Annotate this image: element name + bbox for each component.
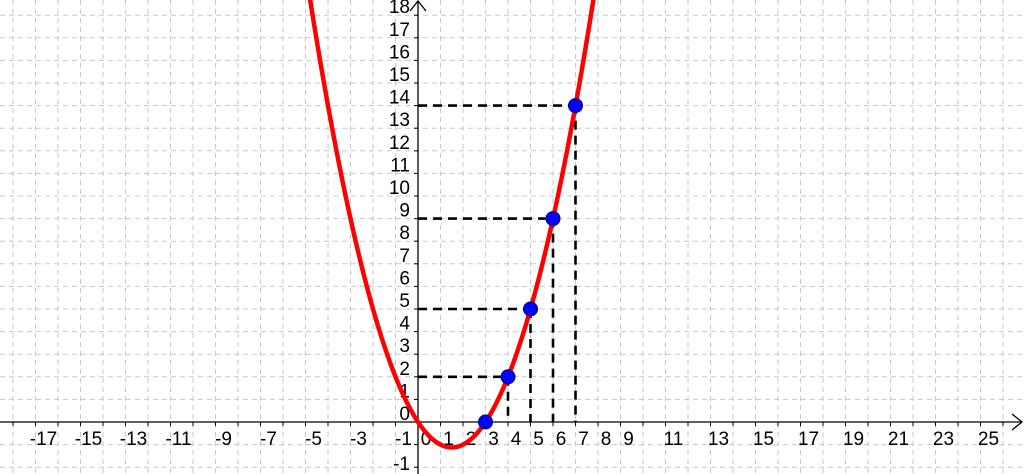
y-tick-label: 1 [399, 381, 410, 402]
x-axis-arrow [1011, 413, 1024, 431]
y-tick-label: 14 [389, 88, 411, 109]
x-tick-label: 6 [556, 429, 567, 450]
x-tick-label: 4 [511, 429, 522, 450]
y-tick-label: 17 [389, 20, 410, 41]
parabola-curve [307, 0, 596, 450]
x-tick-label: 9 [623, 429, 634, 450]
y-tick-label: 13 [389, 110, 410, 131]
y-tick-label: 16 [389, 42, 410, 63]
x-tick-label: 19 [843, 429, 864, 450]
y-axis-arrow [409, 0, 427, 12]
x-tick-label: 17 [798, 429, 819, 450]
data-point [523, 301, 538, 317]
y-tick-label: 7 [399, 246, 410, 267]
x-tick-label: 3 [488, 429, 499, 450]
data-point [568, 98, 583, 114]
x-tick-label: -1 [395, 429, 412, 450]
x-tick-label: 0 [421, 429, 432, 450]
x-tick-label: -5 [305, 429, 322, 450]
data-point [500, 369, 516, 385]
x-tick-label: 1 [443, 429, 454, 450]
x-tick-label: 11 [664, 429, 684, 450]
y-tick-label: 18 [389, 0, 410, 18]
x-tick-label: 5 [533, 429, 544, 450]
x-tick-label: -13 [120, 429, 147, 450]
y-tick-label: 9 [399, 201, 410, 222]
parabola-path [307, 0, 596, 450]
y-tick-label: 3 [399, 336, 410, 357]
projection-lines [418, 104, 577, 422]
y-tick-label: 10 [389, 178, 410, 199]
x-tick-label: 7 [578, 429, 589, 450]
x-tick-label: 8 [601, 429, 612, 450]
x-tick-label: 13 [708, 429, 729, 450]
y-tick-label: 4 [399, 314, 410, 335]
y-tick-label: 11 [390, 155, 410, 176]
x-tick-label: -7 [260, 429, 277, 450]
y-tick-label: 5 [399, 291, 410, 312]
x-tick-label: 23 [933, 429, 954, 450]
points [478, 98, 583, 430]
data-point [478, 414, 493, 430]
x-tick-label: -9 [215, 429, 232, 450]
y-tick-label: 2 [399, 359, 410, 380]
y-tick-label: 0 [399, 404, 410, 425]
data-point [545, 211, 561, 227]
x-tick-label: 25 [978, 429, 999, 450]
x-tick-label: -15 [75, 429, 102, 450]
y-tick-label: 6 [399, 268, 410, 289]
x-tick-label: -17 [30, 429, 57, 450]
y-tick-label: 15 [389, 65, 410, 86]
x-tick-label: 15 [753, 429, 774, 450]
y-tick-label: 12 [389, 133, 410, 154]
y-tick-label: 8 [399, 223, 410, 244]
x-tick-label: 21 [888, 429, 909, 450]
tick-labels: -17 -15 -13 -11 -9 -7 -5 -3 -1 0 1 2 3 4 5 6 7 8 9 11 13 15 17… [30, 0, 999, 474]
x-tick-label: -11 [165, 429, 191, 450]
x-tick-label: -3 [350, 429, 367, 450]
y-tick-label: -1 [393, 454, 410, 474]
